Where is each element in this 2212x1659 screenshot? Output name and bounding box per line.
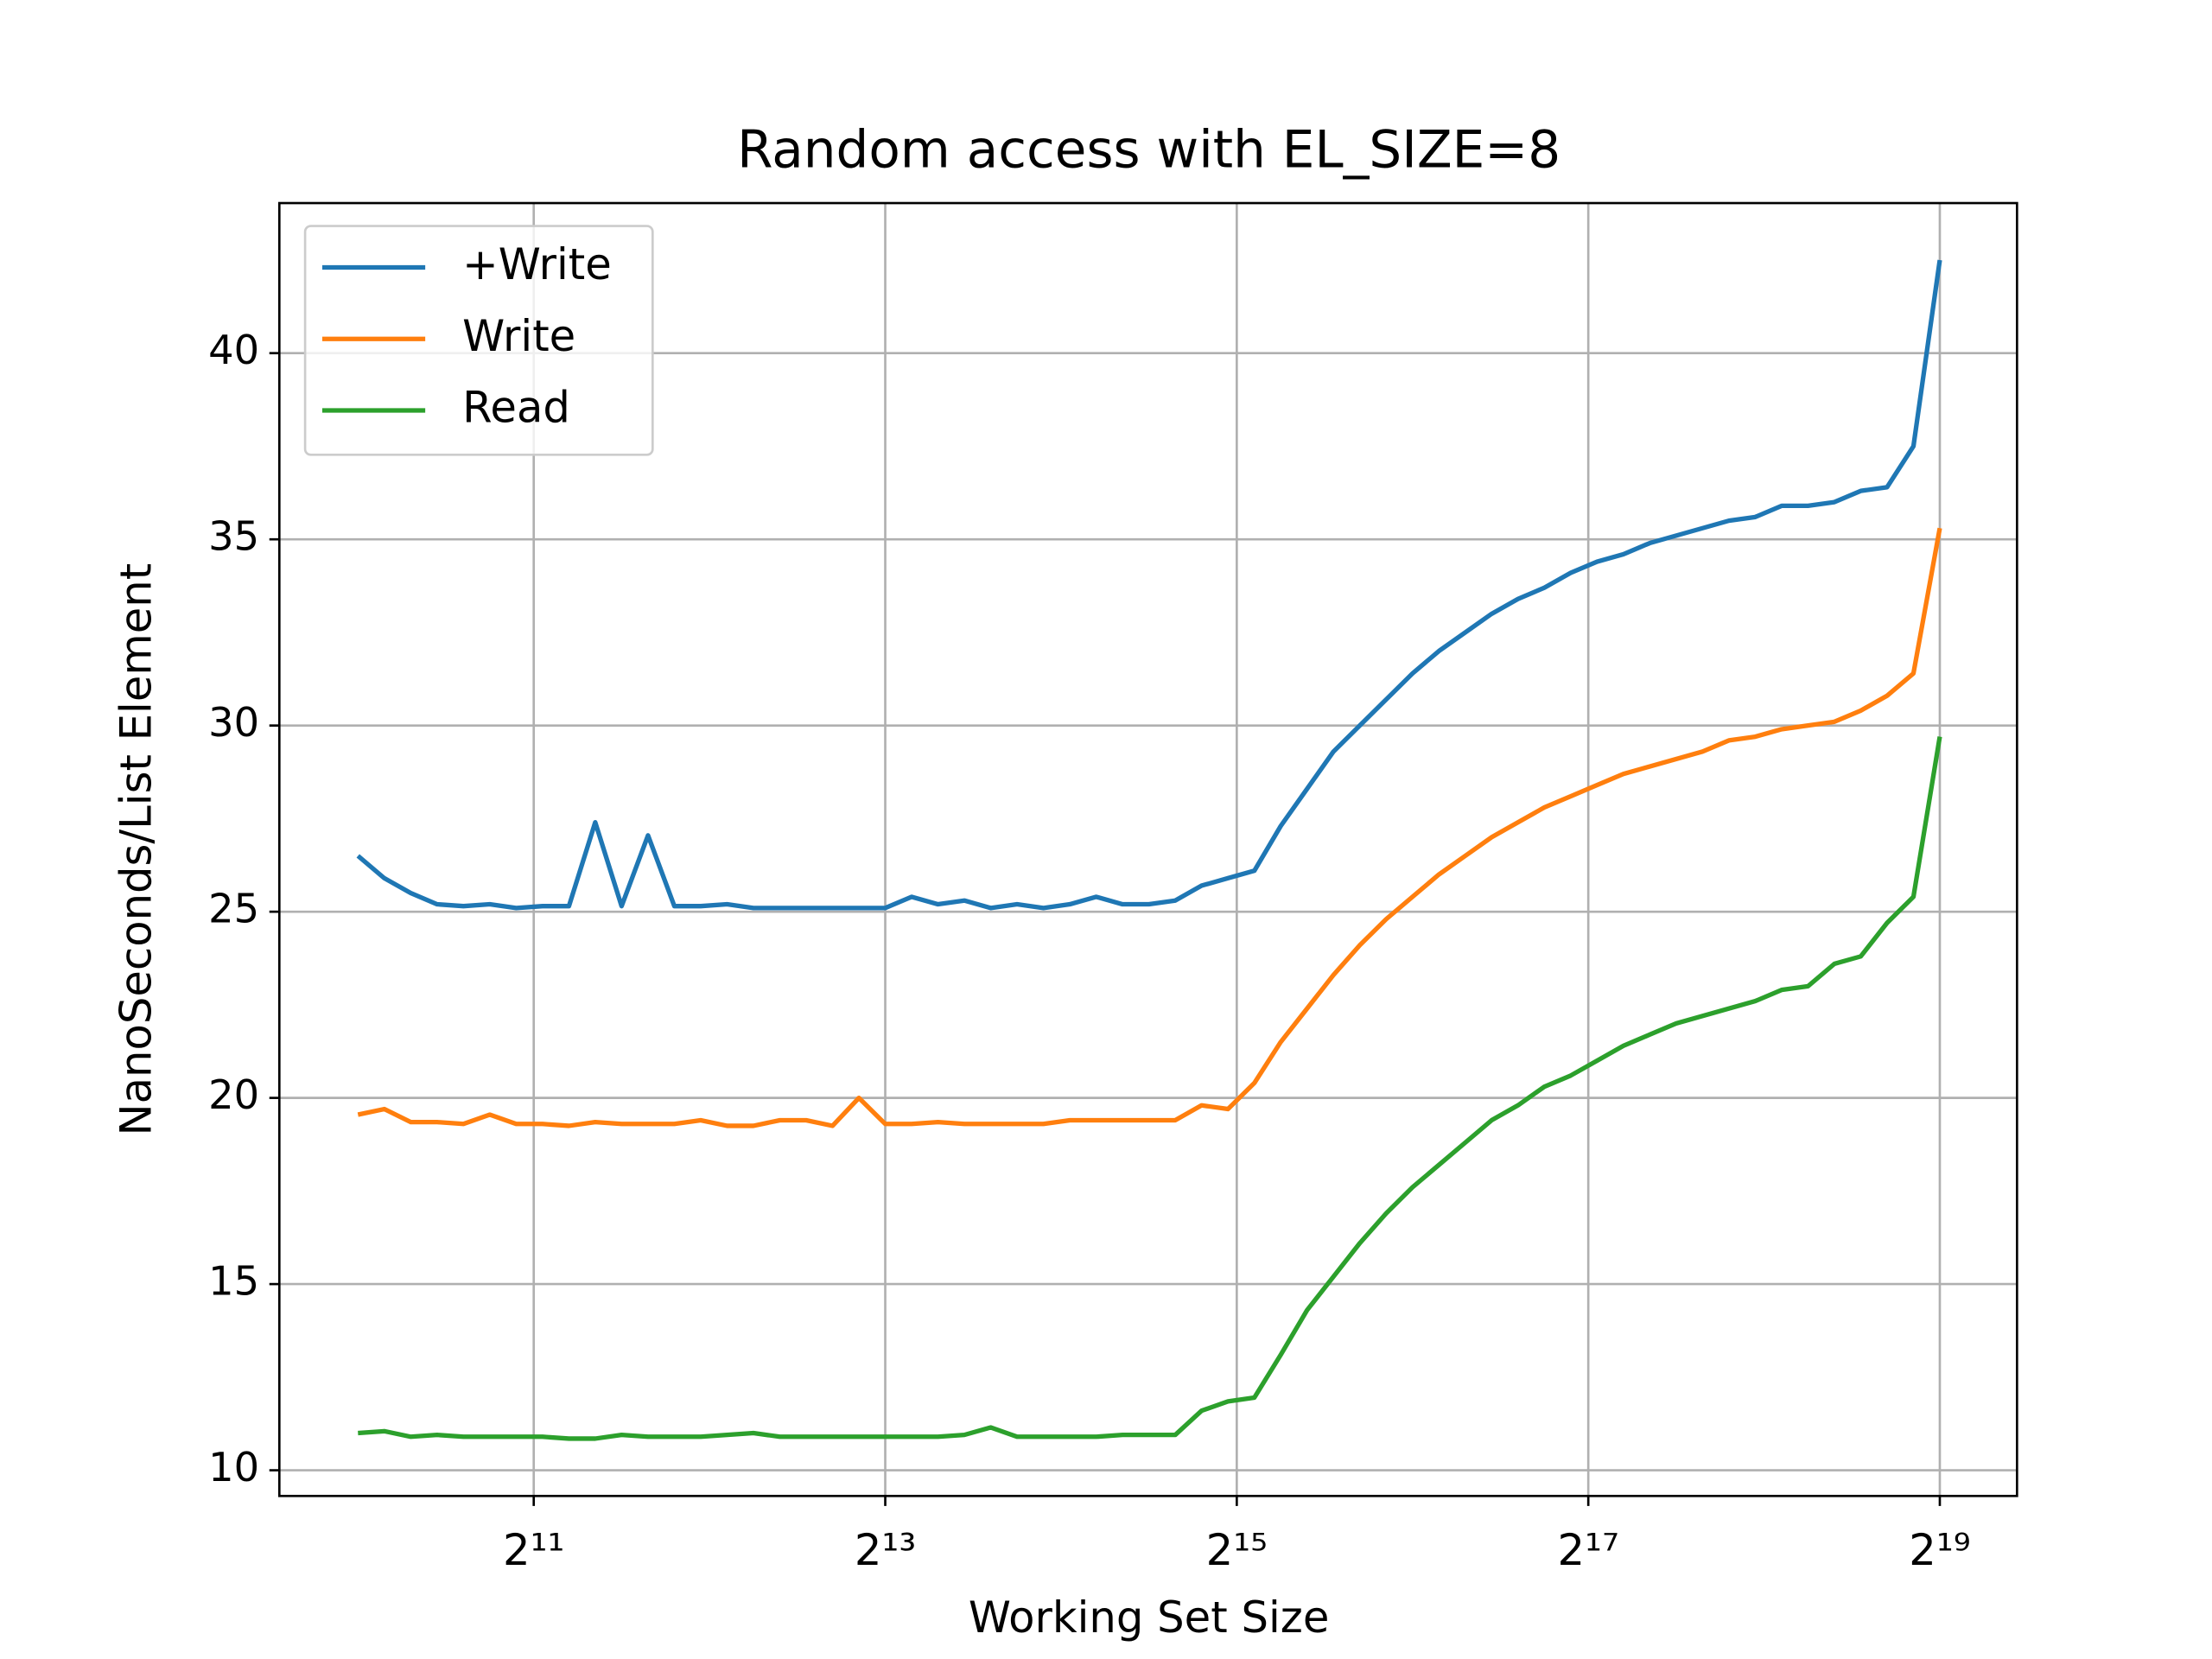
x-tick-label: 2¹⁵ xyxy=(1206,1525,1268,1575)
chart-title: Random access with EL_SIZE=8 xyxy=(737,121,1560,181)
line-series xyxy=(357,527,1942,1128)
line-series xyxy=(356,259,1942,911)
y-tick-label: 35 xyxy=(208,513,259,560)
x-tick-label: 2¹⁷ xyxy=(1557,1525,1618,1575)
legend-label: Read xyxy=(462,383,570,433)
y-tick-label: 10 xyxy=(208,1444,259,1491)
y-tick-label: 30 xyxy=(208,699,259,746)
legend-label: +Write xyxy=(462,239,612,289)
legend-frame xyxy=(303,225,654,456)
plot-frame xyxy=(277,201,2018,1497)
legend-label: Write xyxy=(462,311,575,361)
x-tick-label: 2¹¹ xyxy=(503,1525,564,1575)
y-tick-label: 15 xyxy=(208,1258,259,1305)
y-tick-label: 40 xyxy=(208,327,259,373)
x-tick-label: 2¹³ xyxy=(855,1525,916,1575)
y-tick-label: 25 xyxy=(208,886,259,932)
x-tick-label: 2¹⁹ xyxy=(1909,1525,1970,1575)
legend: +Write Write Read xyxy=(303,225,654,456)
y-tick-label: 20 xyxy=(208,1071,259,1118)
x-axis-label: Working Set Size xyxy=(969,1592,1329,1643)
y-axis-label: NanoSeconds/List Element xyxy=(111,563,162,1136)
line-series xyxy=(358,736,1942,1441)
